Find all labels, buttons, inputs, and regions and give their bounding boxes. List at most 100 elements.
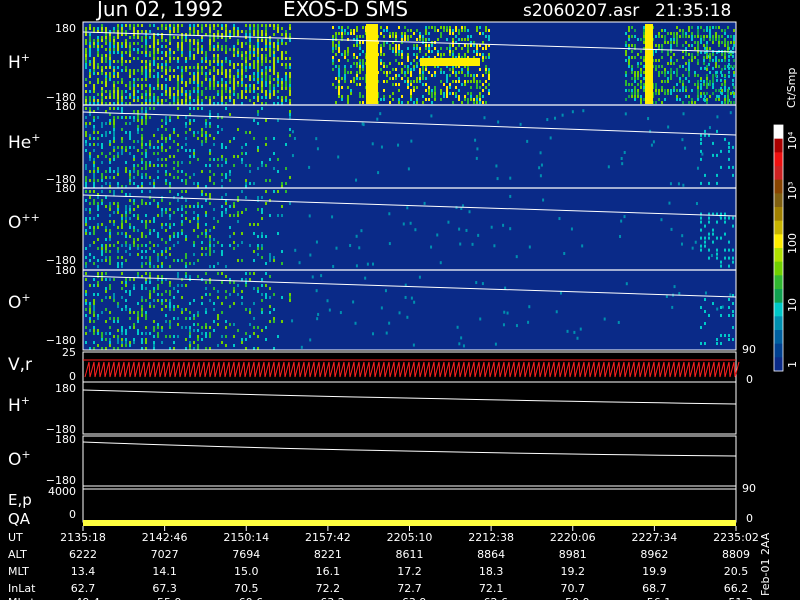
spec-cell bbox=[201, 232, 203, 235]
spec-cell bbox=[724, 56, 726, 59]
spec-cell bbox=[89, 211, 91, 214]
spec-cell bbox=[724, 83, 726, 86]
spec-cell bbox=[97, 238, 99, 241]
spec-cell bbox=[670, 62, 672, 65]
spec-cell bbox=[257, 247, 259, 250]
spec-cell bbox=[205, 281, 207, 284]
spec-cell bbox=[398, 50, 400, 53]
spec-cell bbox=[197, 93, 199, 96]
spec-cell bbox=[109, 45, 111, 48]
spec-cell bbox=[181, 33, 183, 36]
spec-cell bbox=[121, 81, 123, 84]
spec-cell bbox=[257, 96, 259, 99]
spec-cell bbox=[85, 272, 87, 275]
spec-cell bbox=[233, 102, 235, 105]
spec-cell bbox=[229, 81, 231, 84]
spec-cell bbox=[670, 68, 672, 71]
spec-cell bbox=[177, 93, 179, 96]
spec-cell bbox=[137, 205, 139, 208]
spec-cell bbox=[217, 57, 219, 60]
spec-cell bbox=[428, 38, 430, 41]
spec-cell bbox=[97, 93, 99, 96]
spec-cell bbox=[413, 89, 415, 92]
spec-cell bbox=[273, 84, 275, 87]
spec-cell bbox=[149, 143, 151, 146]
spec-cell bbox=[350, 71, 352, 74]
spec-cell bbox=[458, 71, 460, 74]
spec-cell bbox=[464, 83, 466, 86]
spec-cell bbox=[425, 53, 427, 56]
spec-cell bbox=[253, 66, 255, 69]
spec-cell bbox=[133, 326, 135, 329]
spec-cell bbox=[185, 238, 187, 241]
spec-cell bbox=[209, 69, 211, 72]
spec-cell bbox=[631, 50, 633, 53]
spec-cell bbox=[237, 214, 239, 217]
spec-cell bbox=[688, 59, 690, 62]
spec-cell bbox=[386, 74, 388, 77]
spec-cell bbox=[217, 60, 219, 63]
spec-cell bbox=[706, 80, 708, 83]
spec-cell bbox=[141, 69, 143, 72]
spec-cell bbox=[185, 99, 187, 102]
spec-cell bbox=[145, 332, 147, 335]
spec-cell bbox=[269, 45, 271, 48]
spec-cell bbox=[189, 48, 191, 51]
spec-cell bbox=[137, 30, 139, 33]
spec-cell bbox=[209, 87, 211, 90]
spec-cell bbox=[225, 202, 227, 205]
spec-cell bbox=[625, 80, 627, 83]
spec-cell bbox=[704, 66, 706, 70]
spec-cell bbox=[197, 33, 199, 36]
spec-cell bbox=[241, 296, 243, 299]
spec-cell bbox=[145, 66, 147, 69]
spec-cell bbox=[667, 80, 669, 83]
spec-cell bbox=[383, 44, 385, 47]
spec-cell bbox=[133, 36, 135, 39]
spec-cell bbox=[157, 202, 159, 205]
spec-cell bbox=[640, 50, 642, 53]
spec-cell bbox=[571, 110, 574, 114]
spec-cell bbox=[670, 41, 672, 44]
spec-cell bbox=[253, 232, 255, 235]
spec-cell bbox=[121, 45, 123, 48]
spec-cell bbox=[452, 53, 454, 56]
spec-cell bbox=[161, 63, 163, 66]
spec-cell bbox=[730, 101, 732, 104]
spec-cell bbox=[443, 26, 445, 29]
spec-cell bbox=[249, 278, 251, 281]
spec-cell bbox=[157, 128, 159, 131]
o-plus-lower-trace bbox=[82, 441, 737, 457]
spec-cell bbox=[697, 62, 699, 65]
spec-cell bbox=[109, 143, 111, 146]
spec-cell bbox=[141, 296, 143, 299]
spec-cell bbox=[733, 35, 735, 38]
spec-cell bbox=[440, 68, 442, 71]
spec-cell bbox=[113, 170, 115, 173]
spec-cell bbox=[667, 92, 669, 95]
spec-cell bbox=[249, 164, 251, 167]
spec-cell bbox=[257, 99, 259, 102]
spec-cell bbox=[392, 35, 394, 38]
spec-cell bbox=[519, 122, 522, 126]
spec-cell bbox=[269, 214, 271, 217]
spec-cell bbox=[253, 317, 255, 320]
spec-cell bbox=[380, 44, 382, 47]
spec-cell bbox=[221, 281, 223, 284]
spec-cell bbox=[277, 102, 279, 105]
spec-cell bbox=[637, 62, 639, 65]
spec-cell bbox=[241, 72, 243, 75]
panel-bg-o-plus-plus bbox=[83, 188, 736, 270]
spec-cell bbox=[213, 308, 215, 311]
spec-cell bbox=[353, 62, 355, 65]
spec-cell bbox=[392, 50, 394, 53]
spec-cell bbox=[261, 278, 263, 281]
spec-cell bbox=[113, 42, 115, 45]
spec-cell bbox=[113, 293, 115, 296]
spec-cell bbox=[389, 62, 391, 65]
spec-cell bbox=[181, 170, 183, 173]
spec-cell bbox=[261, 81, 263, 84]
spec-cell bbox=[637, 74, 639, 77]
svg-text:O+: O+ bbox=[8, 291, 31, 313]
spec-cell bbox=[257, 78, 259, 81]
